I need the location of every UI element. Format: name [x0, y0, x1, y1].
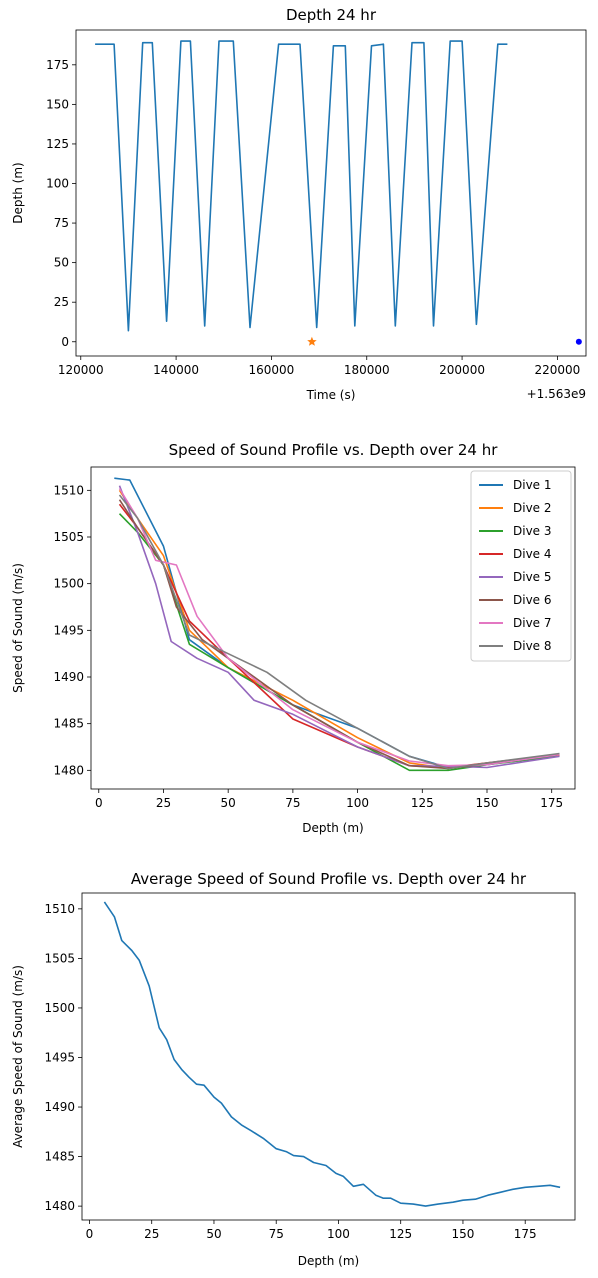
y-tick-label: 1495	[53, 623, 84, 637]
legend-label: Dive 5	[513, 570, 552, 584]
y-tick-label: 1480	[53, 763, 84, 777]
chart-title: Speed of Sound Profile vs. Depth over 24…	[169, 441, 499, 459]
x-tick-label: 50	[221, 796, 236, 810]
x-tick-label: 125	[389, 1227, 412, 1241]
y-tick-label: 125	[46, 137, 69, 151]
legend-label: Dive 6	[513, 593, 552, 607]
plot-area	[103, 901, 561, 1207]
x-axis-title: Depth (m)	[298, 1254, 359, 1268]
x-tick-label: 75	[269, 1227, 284, 1241]
axes-frame	[75, 29, 587, 357]
y-tick-label: 75	[54, 216, 69, 230]
series-line-dive-8	[118, 494, 560, 770]
x-tick-label: 75	[285, 796, 300, 810]
axes-frame	[81, 892, 576, 1221]
chart-2: Speed of Sound Profile vs. Depth over 24…	[11, 441, 576, 835]
x-tick-label: 120000	[58, 363, 104, 377]
plot-area	[95, 40, 508, 332]
y-tick-label: 1500	[53, 577, 84, 591]
dot-marker	[575, 338, 582, 345]
x-tick-label: 0	[86, 1227, 94, 1241]
chart-title: Depth 24 hr	[286, 6, 377, 24]
chart-title: Average Speed of Sound Profile vs. Depth…	[131, 870, 527, 888]
x-tick-label: 25	[156, 796, 171, 810]
x-tick-label: 0	[95, 796, 103, 810]
series-line-1	[103, 901, 561, 1207]
chart-3: Average Speed of Sound Profile vs. Depth…	[11, 870, 576, 1268]
y-tick-label: 1485	[44, 1150, 75, 1164]
x-tick-label: 100	[327, 1227, 350, 1241]
y-tick-label: 1500	[44, 1001, 75, 1015]
legend-item: Dive 5	[479, 570, 552, 584]
legend-item: Dive 3	[479, 524, 552, 538]
legend-label: Dive 7	[513, 616, 552, 630]
legend-label: Dive 2	[513, 501, 552, 515]
y-tick-label: 100	[46, 177, 69, 191]
legend-item: Dive 7	[479, 616, 552, 630]
x-tick-label: 140000	[153, 363, 199, 377]
plot-area	[114, 477, 560, 772]
legend-item: Dive 1	[479, 478, 552, 492]
y-tick-label: 175	[46, 58, 69, 72]
y-tick-label: 150	[46, 97, 69, 111]
x-offset-label: +1.563e9	[527, 387, 586, 401]
y-tick-label: 1490	[53, 670, 84, 684]
legend-item: Dive 6	[479, 593, 552, 607]
x-tick-label: 150	[476, 796, 499, 810]
x-tick-label: 175	[514, 1227, 537, 1241]
y-tick-label: 1510	[44, 902, 75, 916]
y-tick-label: 1490	[44, 1100, 75, 1114]
y-tick-label: 1510	[53, 483, 84, 497]
legend-label: Dive 3	[513, 524, 552, 538]
series-line-dive-7	[118, 488, 560, 767]
y-axis-title: Speed of Sound (m/s)	[11, 563, 25, 693]
series-line-1	[95, 40, 508, 332]
x-tick-label: 150	[452, 1227, 475, 1241]
x-tick-label: 220000	[534, 363, 580, 377]
x-tick-label: 50	[206, 1227, 221, 1241]
legend-item: Dive 2	[479, 501, 552, 515]
y-tick-label: 1495	[44, 1050, 75, 1064]
y-tick-label: 1505	[44, 951, 75, 965]
x-tick-label: 180000	[344, 363, 390, 377]
y-axis-title: Average Speed of Sound (m/s)	[11, 965, 25, 1148]
legend-label: Dive 1	[513, 478, 552, 492]
legend-item: Dive 8	[479, 639, 552, 653]
legend-box	[470, 470, 572, 662]
x-tick-label: 25	[144, 1227, 159, 1241]
legend-label: Dive 8	[513, 639, 552, 653]
legend-label: Dive 4	[513, 547, 552, 561]
y-tick-label: 1485	[53, 717, 84, 731]
axes-frame	[90, 466, 576, 790]
y-tick-label: 50	[54, 256, 69, 270]
y-tick-label: 1480	[44, 1199, 75, 1213]
y-axis-title: Depth (m)	[11, 162, 25, 223]
chart-1: Depth 24 hr 120000 140000 160000 180000 20000…	[11, 6, 587, 402]
legend: Dive 1 Dive 2 Dive 3 Dive 4 Dive 5 Dive 6 Dive…	[470, 470, 572, 662]
y-tick-label: 1505	[53, 530, 84, 544]
x-axis-title: Time (s)	[306, 388, 356, 402]
x-tick-label: 160000	[249, 363, 295, 377]
y-tick-label: 25	[54, 295, 69, 309]
x-axis-title: Depth (m)	[302, 821, 363, 835]
x-tick-label: 175	[540, 796, 563, 810]
x-tick-label: 125	[411, 796, 434, 810]
legend-item: Dive 4	[479, 547, 552, 561]
x-tick-label: 200000	[439, 363, 485, 377]
star-marker	[307, 336, 317, 346]
x-tick-label: 100	[346, 796, 369, 810]
y-tick-label: 0	[61, 335, 69, 349]
